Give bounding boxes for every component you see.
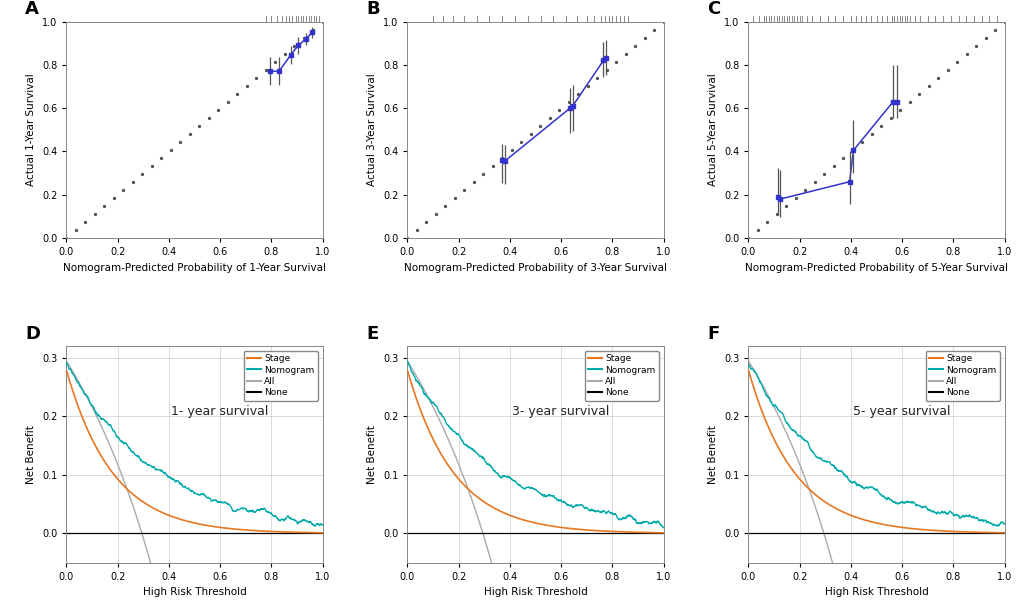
Text: C: C — [706, 0, 719, 18]
X-axis label: Nomogram-Predicted Probability of 1-Year Survival: Nomogram-Predicted Probability of 1-Year… — [63, 263, 326, 272]
Legend: Stage, Nomogram, All, None: Stage, Nomogram, All, None — [584, 351, 658, 401]
X-axis label: High Risk Threshold: High Risk Threshold — [823, 587, 927, 597]
X-axis label: High Risk Threshold: High Risk Threshold — [483, 587, 587, 597]
Text: B: B — [366, 0, 379, 18]
Y-axis label: Net Benefit: Net Benefit — [26, 425, 37, 484]
X-axis label: Nomogram-Predicted Probability of 5-Year Survival: Nomogram-Predicted Probability of 5-Year… — [744, 263, 1007, 272]
Y-axis label: Actual 5-Year Survival: Actual 5-Year Survival — [707, 73, 717, 186]
Text: F: F — [706, 325, 718, 343]
Text: 1- year survival: 1- year survival — [171, 405, 269, 418]
Text: 5- year survival: 5- year survival — [853, 405, 950, 418]
Legend: Stage, Nomogram, All, None: Stage, Nomogram, All, None — [924, 351, 1000, 401]
Y-axis label: Net Benefit: Net Benefit — [367, 425, 377, 484]
X-axis label: High Risk Threshold: High Risk Threshold — [143, 587, 247, 597]
Y-axis label: Actual 1-Year Survival: Actual 1-Year Survival — [26, 73, 37, 186]
Y-axis label: Net Benefit: Net Benefit — [707, 425, 717, 484]
Legend: Stage, Nomogram, All, None: Stage, Nomogram, All, None — [244, 351, 318, 401]
Text: D: D — [25, 325, 40, 343]
X-axis label: Nomogram-Predicted Probability of 3-Year Survival: Nomogram-Predicted Probability of 3-Year… — [404, 263, 666, 272]
Text: A: A — [25, 0, 39, 18]
Text: 3- year survival: 3- year survival — [512, 405, 609, 418]
Y-axis label: Actual 3-Year Survival: Actual 3-Year Survival — [367, 73, 377, 186]
Text: E: E — [366, 325, 378, 343]
